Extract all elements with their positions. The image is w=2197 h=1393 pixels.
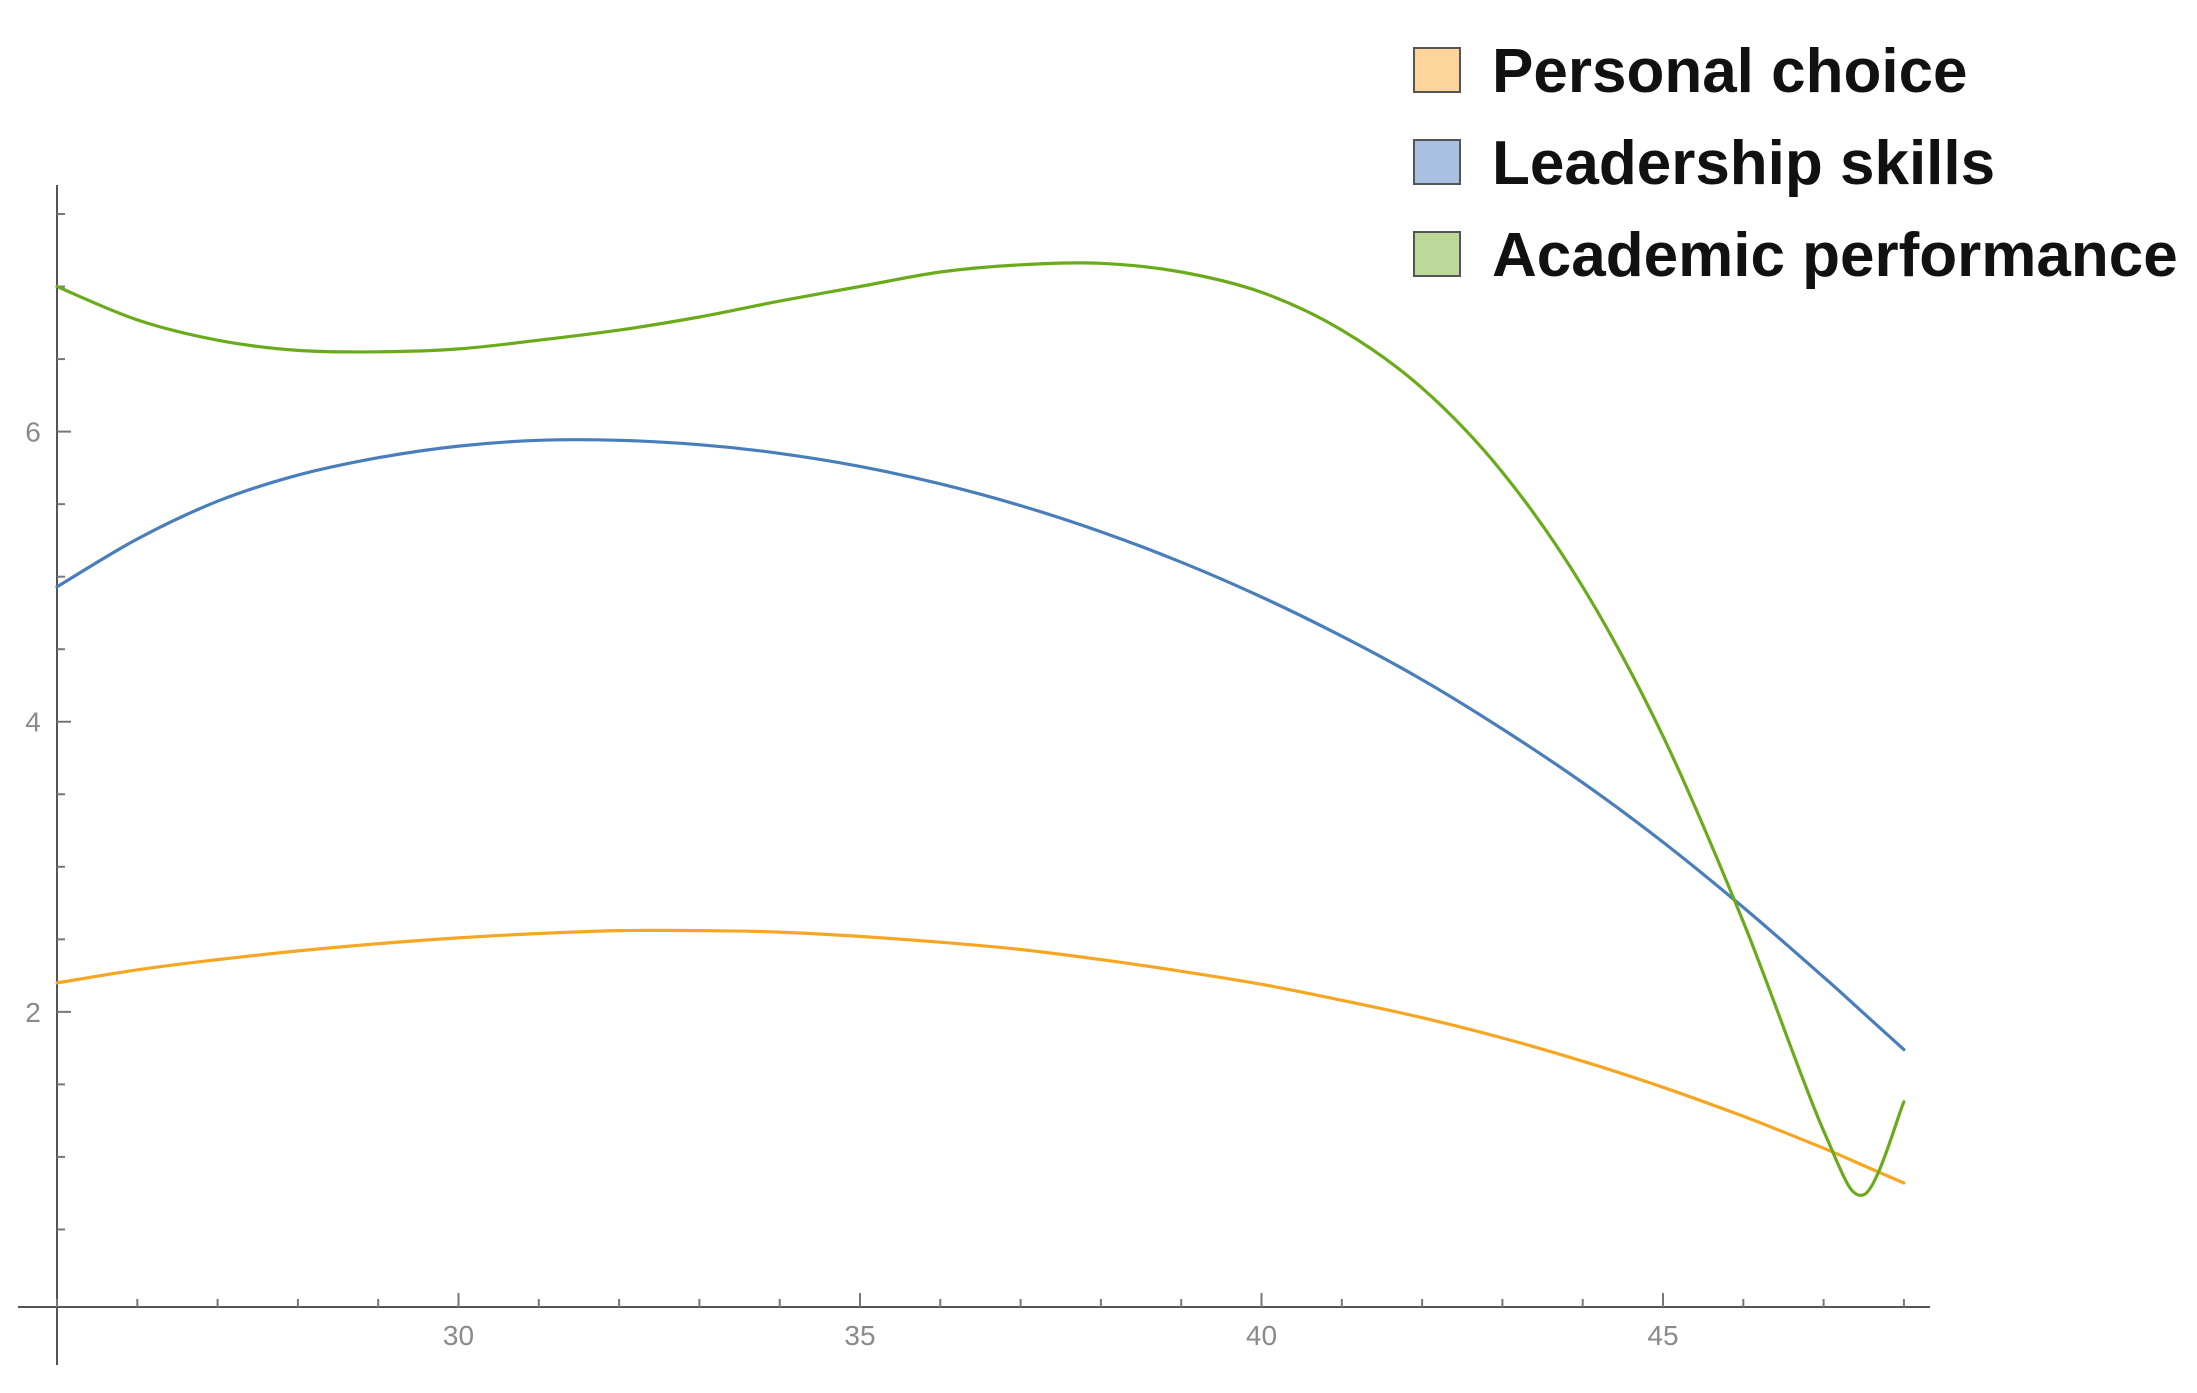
y-tick-label: 2 xyxy=(25,997,41,1028)
y-tick-label: 4 xyxy=(25,707,41,738)
legend-label: Academic performance xyxy=(1492,221,2178,290)
legend-item-personal-choice: Personal choice xyxy=(1413,37,1968,106)
x-tick-label: 35 xyxy=(844,1320,875,1351)
legend: Personal choice Leadership skills Academic… xyxy=(1413,37,2178,290)
legend-label: Leadership skills xyxy=(1492,129,1995,198)
axes xyxy=(18,185,1930,1365)
x-tick-label: 40 xyxy=(1246,1320,1277,1351)
ticks: 30 35 40 45 2 4 6 xyxy=(25,213,1905,1351)
legend-swatch xyxy=(1413,231,1461,277)
y-tick-label: 6 xyxy=(25,417,41,448)
x-tick-label: 45 xyxy=(1647,1320,1678,1351)
legend-swatch xyxy=(1413,139,1461,185)
legend-item-academic-performance: Academic performance xyxy=(1413,221,2178,290)
series xyxy=(55,261,1906,1197)
series-line-personal-choice xyxy=(55,928,1906,1185)
legend-label: Personal choice xyxy=(1492,37,1968,106)
legend-item-leadership-skills: Leadership skills xyxy=(1413,129,1995,198)
series-line-leadership-skills xyxy=(55,438,1906,1052)
legend-swatch xyxy=(1413,47,1461,93)
series-line-academic-performance xyxy=(55,261,1906,1197)
x-tick-label: 30 xyxy=(443,1320,474,1351)
